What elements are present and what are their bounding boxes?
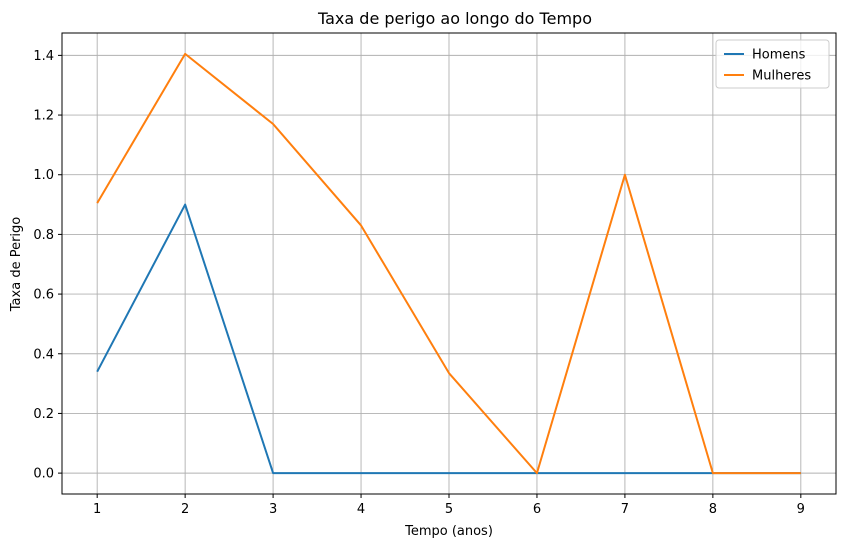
y-tick-label: 0.0 (33, 467, 54, 482)
x-tick-label: 1 (93, 502, 101, 517)
y-tick-label: 0.8 (33, 228, 54, 243)
y-tick-label: 1.4 (33, 49, 54, 64)
x-tick-label: 3 (269, 502, 277, 517)
chart-title: Taxa de perigo ao longo do Tempo (317, 9, 592, 28)
series-line-mulheres (96, 52, 801, 475)
legend: Homens Mulheres (715, 39, 830, 89)
x-tick-label: 4 (357, 502, 365, 517)
y-tick-label: 1.2 (33, 109, 54, 124)
legend-label: Homens (752, 48, 806, 63)
x-axis-label: Tempo (anos) (404, 524, 493, 539)
legend-box (715, 39, 830, 89)
y-axis-label: Taxa de Perigo (9, 217, 24, 313)
y-tick-label: 0.4 (33, 347, 54, 362)
x-tick-label: 9 (797, 502, 805, 517)
x-tick-label: 8 (709, 502, 717, 517)
y-tick-label: 1.0 (33, 168, 54, 183)
y-axis: 0.0 0.2 0.4 0.6 0.8 1.0 1.2 1.4 (33, 49, 62, 482)
legend-label: Mulheres (752, 69, 811, 84)
x-tick-label: 2 (181, 502, 189, 517)
x-tick-label: 5 (445, 502, 453, 517)
series-line-homens (96, 203, 801, 475)
series-layer (96, 52, 801, 475)
x-tick-label: 6 (533, 502, 541, 517)
x-tick-label: 7 (621, 502, 629, 517)
y-tick-label: 0.2 (33, 407, 54, 422)
y-tick-label: 0.6 (33, 288, 54, 303)
x-axis: 1 2 3 4 5 6 7 8 9 (93, 494, 805, 517)
